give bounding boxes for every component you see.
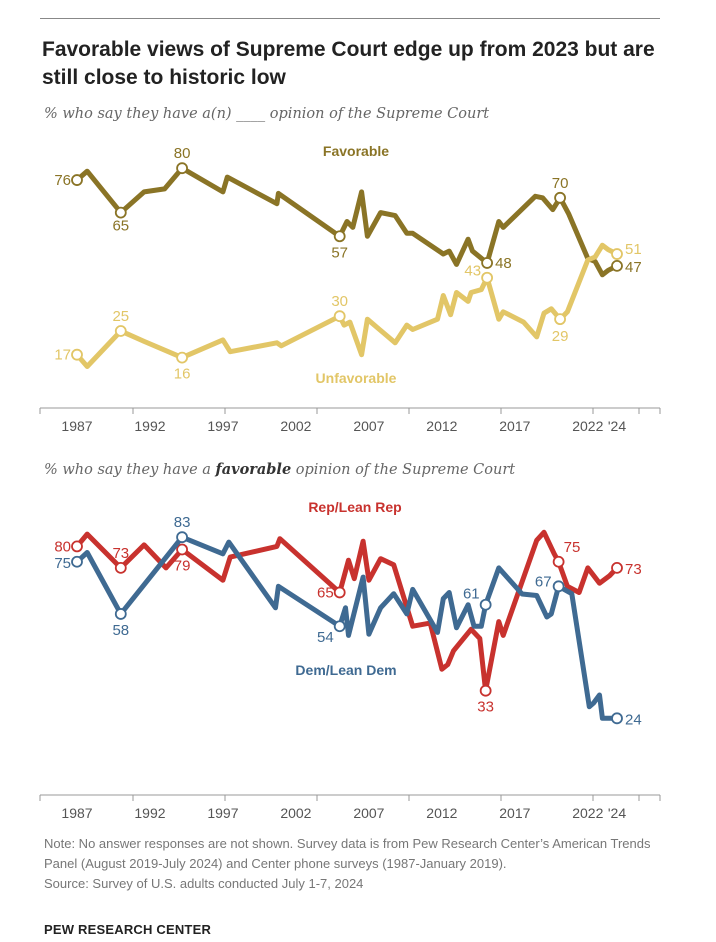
data-point-marker — [611, 712, 623, 725]
data-point-marker — [176, 162, 188, 175]
data-label: 65 — [317, 584, 334, 601]
data-label: 29 — [552, 328, 569, 345]
data-label: 80 — [174, 145, 191, 162]
data-point-marker — [554, 313, 566, 326]
data-label: 70 — [552, 175, 569, 192]
data-point-marker — [479, 598, 492, 611]
chart-title: Favorable views of Supreme Court edge up… — [42, 38, 655, 89]
data-point-marker — [176, 531, 188, 544]
footnote: Note: No answer responses are not shown.… — [44, 834, 664, 894]
top-chart: 1987 1992 1997 2002 2007 2012 2017 2022 '24 76 65 8… — [39, 145, 661, 434]
x-tick-label: 2012 — [426, 805, 457, 821]
data-point-marker — [176, 351, 188, 364]
data-point-marker — [114, 325, 127, 337]
x-tick-label: 2017 — [499, 805, 530, 821]
data-label: 17 — [54, 347, 71, 364]
top-rule — [40, 18, 660, 19]
legend-dem: Dem/Lean Dem — [295, 662, 396, 678]
data-point-marker — [114, 561, 127, 574]
data-point-marker — [114, 206, 127, 219]
legend-unfavorable: Unfavorable — [316, 370, 397, 386]
data-label: 76 — [54, 172, 71, 189]
data-point-marker — [71, 540, 83, 553]
x-tick-label: 1987 — [61, 805, 92, 821]
x-tick-label: '24 — [608, 418, 626, 434]
x-tick-label: 2002 — [280, 805, 311, 821]
data-point-marker — [479, 684, 492, 697]
data-point-marker — [333, 310, 346, 323]
data-label: 58 — [112, 622, 129, 639]
top-chart-subtitle: % who say they have a(n) ____ opinion of… — [44, 106, 490, 122]
source-text: Source: Survey of U.S. adults conducted … — [44, 876, 364, 891]
data-label: 57 — [331, 244, 348, 261]
x-tick-label: 2002 — [280, 418, 311, 434]
data-label: 25 — [112, 308, 129, 325]
x-tick-label: 2017 — [499, 418, 530, 434]
x-tick-label: 1992 — [134, 805, 165, 821]
data-label: 16 — [174, 366, 191, 383]
data-label: 80 — [54, 538, 71, 555]
x-tick-label: 1997 — [207, 418, 238, 434]
data-label: 67 — [535, 573, 552, 590]
data-label: 54 — [317, 629, 334, 646]
x-tick-label: 1992 — [134, 418, 165, 434]
x-tick-label: 1997 — [207, 805, 238, 821]
x-tick-label: 2012 — [426, 418, 457, 434]
data-point-marker — [176, 543, 188, 556]
data-label: 75 — [564, 539, 581, 556]
subtitle-bold: favorable — [215, 461, 292, 478]
data-point-marker — [554, 191, 566, 204]
bottom-chart: 1987 1992 1997 2002 2007 2012 2017 2022 '24 80 73 7… — [39, 514, 661, 821]
data-label: 30 — [331, 293, 348, 310]
data-label: 48 — [495, 255, 512, 272]
data-point-marker — [333, 620, 346, 633]
data-point-marker — [481, 257, 494, 269]
data-label: 61 — [463, 586, 480, 603]
note-text: Note: No answer responses are not shown.… — [44, 836, 651, 871]
legend-rep: Rep/Lean Rep — [308, 499, 401, 515]
data-point-marker — [611, 248, 623, 260]
data-label: 51 — [625, 241, 642, 258]
data-label: 83 — [174, 514, 191, 531]
data-point-marker — [71, 174, 83, 186]
x-tick-label: 2022 — [572, 418, 603, 434]
x-tick-label: 2007 — [353, 418, 384, 434]
data-label: 75 — [54, 555, 71, 572]
data-point-marker — [71, 348, 83, 361]
data-point-marker — [481, 271, 494, 284]
subtitle-post: opinion of the Supreme Court — [291, 462, 516, 478]
x-tick-label: 1987 — [61, 418, 92, 434]
legend-favorable: Favorable — [323, 143, 389, 159]
data-label: 33 — [477, 699, 494, 716]
data-point-marker — [333, 230, 346, 243]
data-point-marker — [71, 555, 83, 568]
data-label: 79 — [174, 557, 191, 574]
data-point-marker — [552, 555, 565, 568]
data-label: 24 — [625, 711, 642, 728]
subtitle-pre: % who say they have a — [44, 462, 216, 478]
brand-logo-text: PEW RESEARCH CENTER — [44, 922, 212, 937]
x-tick-label: 2022 — [572, 805, 603, 821]
data-point-marker — [333, 586, 346, 599]
data-point-marker — [114, 608, 127, 620]
data-point-marker — [552, 580, 565, 593]
data-label: 73 — [625, 561, 642, 578]
x-tick-label: 2007 — [353, 805, 384, 821]
bottom-chart-subtitle: % who say they have a favorable opinion … — [44, 461, 515, 478]
data-label: 43 — [464, 263, 481, 280]
data-label: 73 — [112, 545, 129, 562]
data-point-marker — [611, 259, 623, 272]
data-point-marker — [611, 561, 623, 574]
data-label: 65 — [112, 218, 129, 235]
data-label: 47 — [625, 259, 642, 276]
x-tick-label: '24 — [608, 805, 626, 821]
